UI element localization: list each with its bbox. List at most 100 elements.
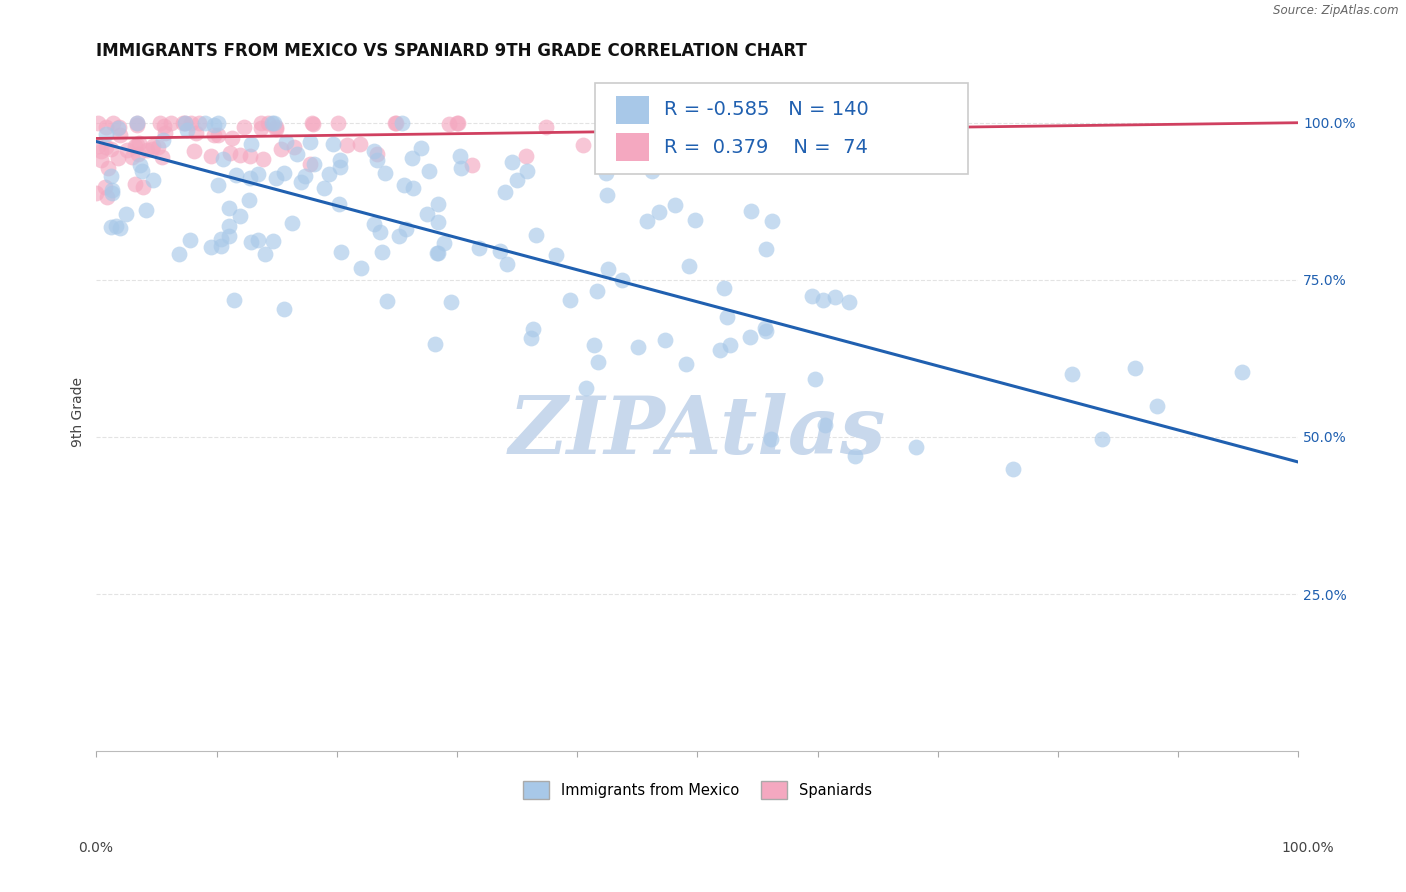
Point <box>302 157 325 171</box>
Text: Source: ZipAtlas.com: Source: ZipAtlas.com <box>1274 4 1399 18</box>
Point <box>326 116 349 130</box>
Point <box>121 150 143 164</box>
Point <box>207 128 229 143</box>
Point <box>107 121 129 136</box>
Point <box>447 116 470 130</box>
Point <box>575 381 598 395</box>
Point <box>586 355 609 369</box>
Point <box>450 161 472 175</box>
Point <box>150 150 173 164</box>
Point <box>219 146 242 161</box>
Point <box>813 293 835 307</box>
Point <box>363 217 385 231</box>
Point <box>274 135 297 149</box>
Point <box>294 169 316 183</box>
Point <box>127 147 149 161</box>
Point <box>524 227 547 242</box>
Point <box>595 166 617 180</box>
Point <box>647 205 669 219</box>
Point <box>135 203 157 218</box>
Point <box>114 207 136 221</box>
Point <box>330 244 353 259</box>
Point <box>501 154 523 169</box>
Point <box>740 203 762 218</box>
Point <box>100 220 122 235</box>
Point <box>239 136 262 151</box>
Point <box>100 183 122 197</box>
Point <box>427 215 450 229</box>
Point <box>1230 365 1253 379</box>
Point <box>522 322 544 336</box>
FancyBboxPatch shape <box>595 83 967 174</box>
Point <box>583 338 606 352</box>
Point <box>115 144 138 158</box>
Point <box>173 116 195 130</box>
Point <box>202 128 225 142</box>
Point <box>427 196 450 211</box>
Point <box>194 116 217 130</box>
Point <box>605 116 627 130</box>
Point <box>97 161 120 175</box>
Text: 100.0%: 100.0% <box>1281 841 1334 855</box>
Point <box>384 116 406 130</box>
Point <box>350 261 373 276</box>
Point <box>363 144 385 158</box>
Point <box>534 120 557 135</box>
Point <box>86 186 108 201</box>
Point <box>136 143 159 157</box>
Point <box>273 302 295 317</box>
Point <box>86 116 108 130</box>
Point <box>1091 432 1114 446</box>
Point <box>160 116 183 130</box>
Point <box>374 166 396 180</box>
Point <box>131 164 153 178</box>
Point <box>218 201 240 215</box>
Point <box>86 139 108 153</box>
Point <box>240 235 263 250</box>
Point <box>467 242 489 256</box>
Point <box>449 149 471 163</box>
Point <box>108 128 131 142</box>
Point <box>440 294 463 309</box>
Point <box>401 152 423 166</box>
Point <box>128 136 150 150</box>
Point <box>402 181 425 195</box>
Point <box>239 170 262 185</box>
Point <box>385 116 408 130</box>
Point <box>218 229 240 244</box>
Point <box>713 281 735 295</box>
Point <box>664 197 686 211</box>
Point <box>287 146 309 161</box>
Point <box>336 137 359 152</box>
Point <box>690 120 713 134</box>
Point <box>270 142 292 156</box>
Point <box>1060 367 1083 381</box>
Point <box>844 449 866 463</box>
Point <box>494 185 516 199</box>
Point <box>283 139 305 153</box>
Point <box>318 167 340 181</box>
Point <box>264 121 287 136</box>
Point <box>254 246 277 260</box>
Point <box>290 175 312 189</box>
Point <box>228 147 250 161</box>
Point <box>249 121 271 136</box>
Point <box>247 167 270 181</box>
Point <box>371 244 394 259</box>
Point <box>146 140 169 154</box>
Point <box>519 331 541 345</box>
Text: IMMIGRANTS FROM MEXICO VS SPANIARD 9TH GRADE CORRELATION CHART: IMMIGRANTS FROM MEXICO VS SPANIARD 9TH G… <box>97 42 807 60</box>
Point <box>1001 462 1024 476</box>
Point <box>221 131 243 145</box>
Point <box>152 119 174 133</box>
Point <box>322 137 344 152</box>
Point <box>824 290 846 304</box>
Point <box>101 116 124 130</box>
Point <box>392 178 415 193</box>
Point <box>209 232 232 246</box>
Point <box>200 149 222 163</box>
Point <box>375 293 398 308</box>
Point <box>761 214 783 228</box>
Point <box>804 372 827 386</box>
Point <box>586 284 609 298</box>
